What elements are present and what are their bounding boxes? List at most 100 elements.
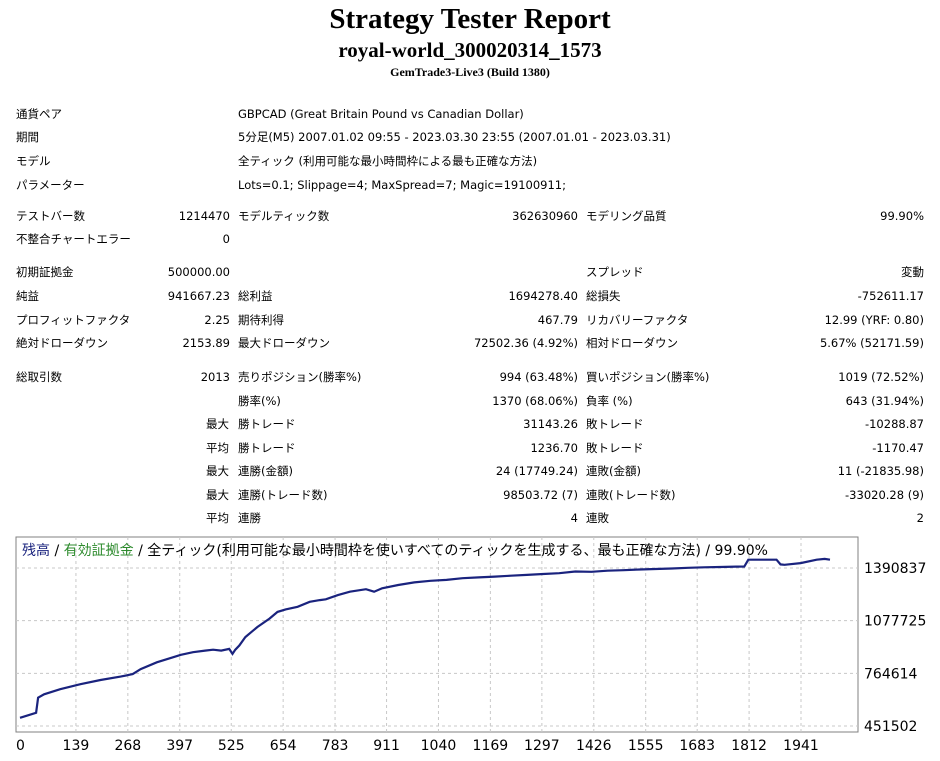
value-modeling-quality: 99.90% [880,209,924,223]
label-rel-drawdown: 相対ドローダウン [586,336,678,350]
info-value-params: Lots=0.1; Slippage=4; MaxSpread=7; Magic… [238,178,566,192]
balance-line [19,557,831,719]
chart-legend: 残高 / 有効証拠金 / 全ティック(利用可能な最小時間枠を使いすべてのティック… [22,542,768,559]
x-tick-label: 654 [270,738,297,754]
y-tick-label: 451502 [864,719,917,735]
label-total-trades: 総取引数 [16,370,62,384]
label-loss-rate: 負率 (%) [586,394,633,408]
label-max-consec-losses-cnt: 連敗(トレード数) [586,488,676,502]
label-avg-win: 勝トレード [238,441,296,455]
label-initial-deposit: 初期証拠金 [16,265,74,279]
value-gross-loss: -752611.17 [857,289,924,303]
value-avg-consec-wins: 4 [570,511,578,525]
value-short-positions: 994 (63.48%) [499,370,578,384]
label-avg-consec-losses: 連敗 [586,511,609,525]
x-tick-label: 268 [114,738,141,754]
info-value-model: 全ティック (利用可能な最小時間枠による最も正確な方法) [238,154,538,168]
y-tick-label: 1077725 [864,614,926,630]
plot-area [15,536,859,733]
value-max-drawdown: 72502.36 (4.92%) [473,336,578,350]
info-value-period: 5分足(M5) 2007.01.02 09:55 - 2023.03.30 23… [238,130,671,144]
label-expected-payoff: 期待利得 [238,313,284,327]
y-axis: 1390837 1077725 764614 451502 [864,561,926,735]
label-largest-win: 勝トレード [238,417,296,431]
x-tick-label: 911 [373,738,400,754]
label-test-bars: テストバー数 [16,209,85,223]
label-long-positions: 買いポジション(勝率%) [586,370,710,384]
label-modeling-quality: モデリング品質 [586,209,667,223]
value-max-consec-losses-amt: 11 (-21835.98) [837,464,924,478]
value-test-bars: 1214470 [178,209,230,223]
label-max-consec-losses-amt: 連敗(金額) [586,464,641,478]
value-model-ticks: 362630960 [512,209,578,223]
label-model-ticks: モデルティック数 [238,209,330,223]
info-label-params: パラメーター [16,178,85,192]
balance-chart: 1390837 1077725 764614 451502 0 139 268 397 525… [15,536,926,754]
prefix-avg-consec: 平均 [206,511,229,525]
x-tick-label: 1555 [628,738,664,754]
value-largest-loss: -10288.87 [864,417,924,431]
label-mismatch-errors: 不整合チャートエラー [16,232,131,246]
x-tick-label: 139 [63,738,90,754]
value-rel-drawdown: 5.67% (52171.59) [819,336,924,350]
value-expected-payoff: 467.79 [537,313,578,327]
label-avg-consec-wins: 連勝 [238,511,261,525]
label-recovery-factor: リカバリーファクタ [586,313,689,327]
report-subtitle: royal-world_300020314_1573 [338,38,602,62]
label-net-profit: 純益 [16,289,39,303]
label-max-consec-wins-cnt: 連勝(トレード数) [238,488,328,502]
label-gross-loss: 総損失 [586,289,621,303]
x-tick-label: 0 [16,738,25,754]
value-gross-profit: 1694278.40 [508,289,578,303]
value-max-consec-wins-amt: 24 (17749.24) [495,464,578,478]
prefix-max-consec-cnt: 最大 [206,488,229,502]
x-tick-label: 1297 [524,738,560,754]
label-avg-loss: 敗トレード [586,441,644,455]
label-win-rate: 勝率(%) [238,394,281,408]
x-tick-label: 1426 [576,738,612,754]
x-tick-label: 783 [322,738,349,754]
x-tick-label: 1683 [679,738,715,754]
value-net-profit: 941667.23 [167,289,230,303]
x-tick-label: 1169 [473,738,509,754]
label-largest-loss: 敗トレード [586,417,644,431]
prefix-largest: 最大 [206,417,229,431]
label-spread: スプレッド [586,265,644,279]
label-max-drawdown: 最大ドローダウン [238,336,330,350]
info-label-pair: 通貨ペア [16,107,62,121]
grid [16,537,858,732]
value-mismatch-errors: 0 [222,232,230,246]
x-tick-label: 1812 [731,738,767,754]
value-initial-deposit: 500000.00 [167,265,230,279]
info-value-pair: GBPCAD (Great Britain Pound vs Canadian … [238,107,524,121]
value-avg-win: 1236.70 [530,441,578,455]
value-win-rate: 1370 (68.06%) [492,394,578,408]
x-tick-label: 1040 [421,738,457,754]
prefix-max-consec-amt: 最大 [206,464,229,478]
x-tick-label: 525 [218,738,245,754]
report-build: GemTrade3-Live3 (Build 1380) [390,65,550,79]
value-spread: 変動 [901,265,924,279]
info-label-period: 期間 [16,130,39,144]
legend-balance: 残高 [22,542,50,559]
prefix-average: 平均 [206,441,229,455]
value-abs-drawdown: 2153.89 [182,336,230,350]
value-max-consec-wins-cnt: 98503.72 (7) [503,488,578,502]
value-total-trades: 2013 [200,370,230,384]
x-axis: 0 139 268 397 525 654 783 911 1040 1169 1297 1426 15… [16,738,819,754]
value-recovery-factor: 12.99 (YRF: 0.80) [824,313,924,327]
label-gross-profit: 総利益 [238,289,273,303]
label-abs-drawdown: 絶対ドローダウン [16,336,108,350]
value-profit-factor: 2.25 [204,313,230,327]
x-tick-label: 397 [166,738,193,754]
value-loss-rate: 643 (31.94%) [845,394,924,408]
legend-rest: / 全ティック(利用可能な最小時間枠を使いすべてのティックを生成する、最も正確な… [134,542,768,559]
report-title: Strategy Tester Report [329,3,611,35]
y-tick-label: 764614 [864,666,918,682]
x-tick-label: 1941 [783,738,819,754]
y-tick-label: 1390837 [864,561,926,577]
value-long-positions: 1019 (72.52%) [838,370,924,384]
legend-sep: / [50,543,64,559]
info-label-model: モデル [16,154,51,168]
value-max-consec-losses-cnt: -33020.28 (9) [845,488,924,502]
